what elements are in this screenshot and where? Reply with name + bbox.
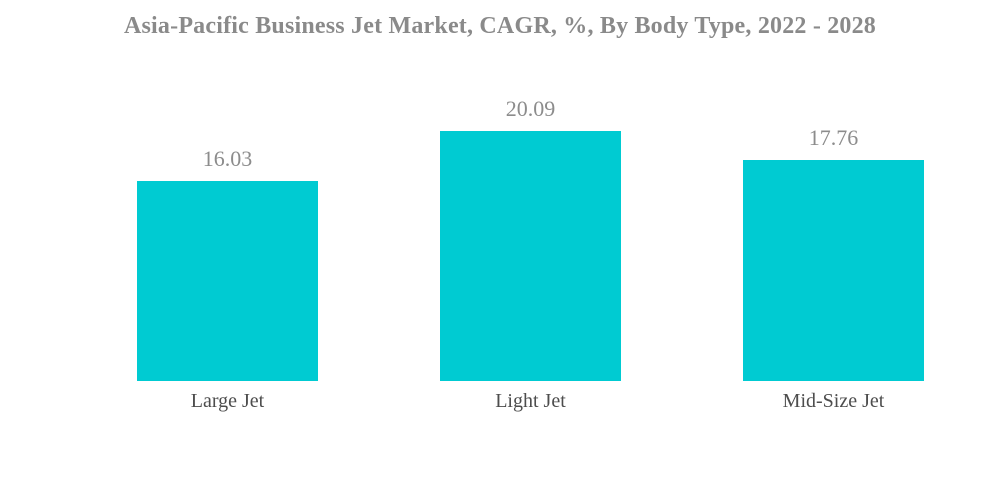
category-label: Mid-Size Jet: [782, 390, 885, 412]
category-label: Light Jet: [495, 390, 566, 412]
bar-light-jet: [440, 131, 621, 381]
bar-value-label: 16.03: [202, 146, 253, 171]
bar-value-label: 20.09: [505, 96, 556, 121]
chart-title: Asia-Pacific Business Jet Market, CAGR, …: [123, 13, 877, 39]
bar-large-jet: [137, 181, 318, 381]
bar-value-label: 17.76: [808, 125, 859, 150]
category-label: Large Jet: [190, 390, 265, 412]
bar-mid-size-jet: [743, 160, 924, 381]
